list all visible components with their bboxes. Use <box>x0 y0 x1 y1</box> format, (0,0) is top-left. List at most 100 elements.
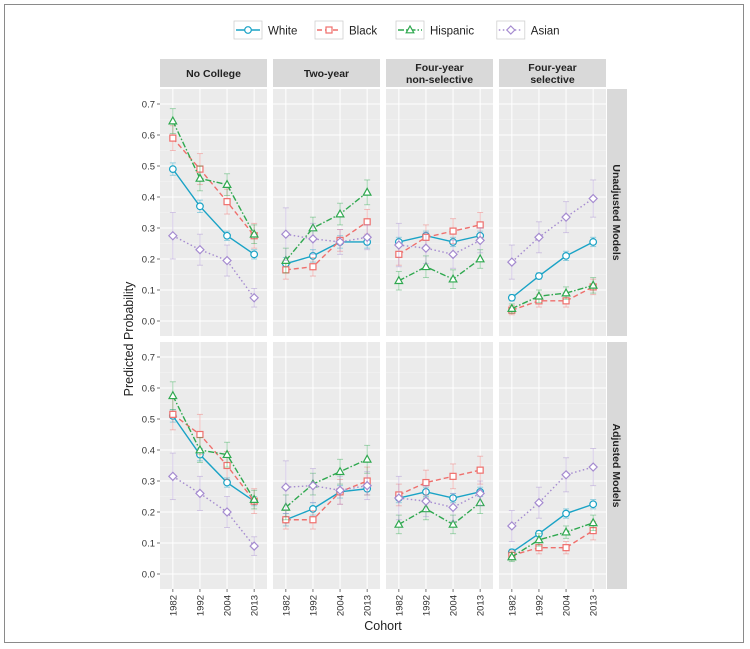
data-point-black <box>449 227 457 235</box>
data-point-black <box>223 198 231 206</box>
series-line-black <box>285 480 368 521</box>
y-axis-title: Predicted Probability <box>122 281 136 396</box>
data-point-white <box>589 238 598 246</box>
data-point-asian <box>222 255 232 266</box>
data-point-hispanic <box>448 273 458 283</box>
x-tick-label: 1982 <box>281 595 292 616</box>
data-point-hispanic <box>394 519 404 528</box>
data-point-hispanic <box>335 466 345 476</box>
series-line-hispanic <box>511 284 594 310</box>
column-strip-label: Four-year <box>415 62 463 74</box>
panel-r2-c2 <box>273 342 380 589</box>
data-point-white <box>449 494 457 502</box>
y-tick-label: 0.0 <box>142 570 155 581</box>
series-line-hispanic <box>398 258 481 282</box>
legend-marker-white <box>244 26 252 34</box>
data-point-asian <box>335 485 345 496</box>
data-point-asian <box>249 541 260 551</box>
data-point-black <box>422 233 430 241</box>
series-asian <box>393 222 486 269</box>
data-point-asian <box>393 240 404 250</box>
x-tick-label: 2013 <box>250 595 261 616</box>
data-point-asian <box>222 507 232 517</box>
data-point-black <box>196 165 204 173</box>
panel-r2-c4 <box>499 342 606 589</box>
y-tick-label: 0.6 <box>142 384 155 395</box>
faceted-line-chart: White Black Hispanic Asian No College Two-yea… <box>122 17 627 633</box>
series-line-hispanic <box>511 522 594 558</box>
data-point-asian <box>167 471 178 482</box>
data-point-asian <box>534 497 544 508</box>
series-white <box>507 236 598 302</box>
legend-label-hispanic: Hispanic <box>430 26 474 38</box>
data-point-hispanic <box>168 390 178 400</box>
data-point-white <box>449 238 457 246</box>
data-point-hispanic <box>534 290 544 300</box>
data-point-asian <box>308 480 318 491</box>
data-point-hispanic <box>308 222 318 232</box>
data-point-black <box>476 221 484 229</box>
data-point-black <box>282 516 290 524</box>
data-point-hispanic <box>195 444 205 454</box>
data-point-white <box>309 251 317 260</box>
legend-label-black: Black <box>349 26 377 38</box>
series-line-asian <box>511 466 594 527</box>
column-strip-label: selective <box>530 74 575 86</box>
data-point-hispanic <box>561 287 571 297</box>
y-tick-label: 0.0 <box>142 317 155 328</box>
y-tick-label: 0.4 <box>142 446 155 457</box>
data-point-white <box>507 293 516 302</box>
series-line-asian <box>172 475 255 547</box>
x-tick-label: 2004 <box>449 595 460 616</box>
x-tick-label: 1992 <box>421 595 432 616</box>
series-asian <box>280 207 373 262</box>
data-point-asian <box>534 232 544 243</box>
data-point-hispanic <box>335 208 345 218</box>
data-point-asian <box>561 469 571 480</box>
data-point-black <box>449 472 457 480</box>
series-hispanic <box>394 491 485 535</box>
data-point-asian <box>421 243 431 253</box>
series-hispanic <box>394 249 485 291</box>
data-point-hispanic <box>475 253 485 263</box>
y-tick-label: 0.5 <box>142 415 155 426</box>
series-line-black <box>511 286 594 311</box>
data-point-hispanic <box>507 303 517 312</box>
series-line-hispanic <box>285 458 368 508</box>
series-line-white <box>511 503 594 553</box>
data-point-asian <box>588 462 599 472</box>
data-point-black <box>223 461 231 470</box>
y-tick-label: 0.2 <box>142 255 155 266</box>
data-point-white <box>562 251 570 260</box>
series-asian <box>167 212 260 308</box>
series-line-white <box>285 241 368 265</box>
panel-r1-c3 <box>386 89 493 336</box>
data-point-black <box>169 134 177 142</box>
column-strip-bg <box>386 59 493 87</box>
row-strip-bg <box>607 89 627 336</box>
legend: White Black Hispanic Asian <box>229 17 560 43</box>
series-line-white <box>285 488 368 521</box>
y-axis-1: 0.0 0.1 0.2 0.3 0.4 0.5 0.6 0.7 <box>142 100 160 328</box>
legend-marker-black <box>325 26 333 34</box>
column-strip-label: Four-year <box>528 62 576 74</box>
x-tick-label: 1982 <box>168 595 179 616</box>
data-point-black <box>309 263 317 271</box>
data-point-black <box>476 466 484 474</box>
data-point-black <box>562 297 570 305</box>
y-axis-2: 0.0 0.1 0.2 0.3 0.4 0.5 0.6 0.7 <box>142 353 160 581</box>
series-line-hispanic <box>398 502 481 526</box>
x-tick-label: 2004 <box>336 595 347 616</box>
series-asian <box>506 179 599 280</box>
data-point-asian <box>167 230 178 241</box>
data-point-hispanic <box>475 497 485 507</box>
x-tick-label: 1982 <box>507 595 518 616</box>
data-point-hispanic <box>362 454 372 463</box>
series-line-asian <box>398 492 481 509</box>
y-tick-label: 0.7 <box>142 353 155 364</box>
data-point-asian <box>249 292 260 303</box>
x-axis-4: 1982 1992 2004 2013 <box>507 589 600 616</box>
column-strip-bg <box>273 59 380 87</box>
